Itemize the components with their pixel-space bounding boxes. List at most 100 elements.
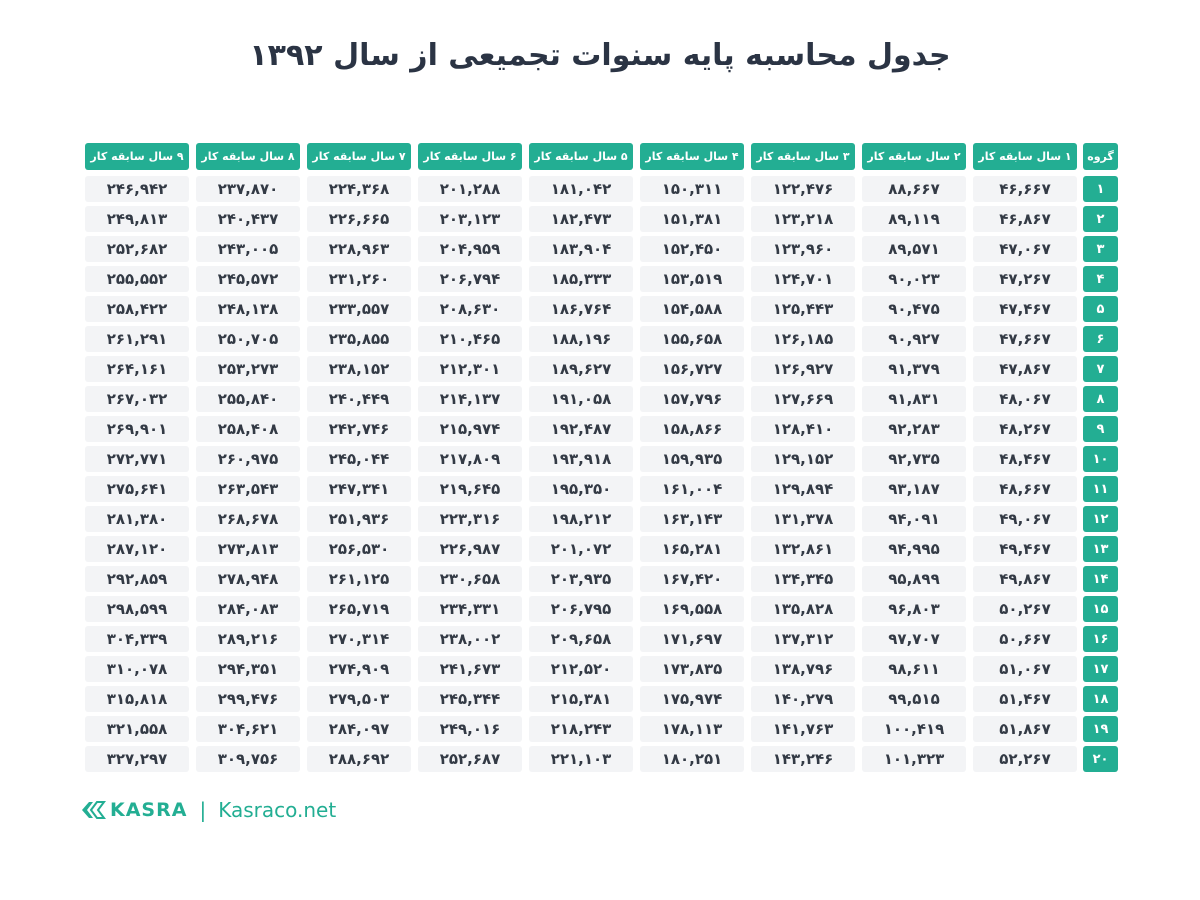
group-number: ۳ [1083, 236, 1118, 262]
value-cell: ۲۰۶,۷۹۵ [529, 596, 633, 622]
website-link[interactable]: Kasraco.net [218, 798, 337, 822]
group-number: ۱۵ [1083, 596, 1118, 622]
value-cell: ۱۹۱,۰۵۸ [529, 386, 633, 412]
value-cell: ۲۲۶,۶۶۵ [307, 206, 411, 232]
value-cell: ۴۸,۲۶۷ [973, 416, 1077, 442]
header-col-7: ۷ سال سابقه کار [307, 143, 411, 170]
value-cell: ۱۲۵,۴۴۳ [751, 296, 855, 322]
value-cell: ۱۵۷,۷۹۶ [640, 386, 744, 412]
value-cell: ۹۵,۸۹۹ [862, 566, 966, 592]
header-col-3: ۳ سال سابقه کار [751, 143, 855, 170]
value-cell: ۲۶۰,۹۷۵ [196, 446, 300, 472]
value-cell: ۲۴۹,۸۱۳ [85, 206, 189, 232]
value-cell: ۱۳۷,۳۱۲ [751, 626, 855, 652]
value-cell: ۲۷۳,۸۱۳ [196, 536, 300, 562]
value-cell: ۴۸,۴۶۷ [973, 446, 1077, 472]
value-cell: ۴۶,۸۶۷ [973, 206, 1077, 232]
value-cell: ۲۰۳,۹۳۵ [529, 566, 633, 592]
value-cell: ۱۵۸,۸۶۶ [640, 416, 744, 442]
value-cell: ۱۸۵,۳۳۳ [529, 266, 633, 292]
value-cell: ۲۵۰,۷۰۵ [196, 326, 300, 352]
value-cell: ۲۴۵,۳۴۴ [418, 686, 522, 712]
value-cell: ۲۸۴,۰۸۳ [196, 596, 300, 622]
page-title: جدول محاسبه پایه سنوات تجمیعی از سال ۱۳۹… [249, 38, 951, 73]
table-row: ۸ ۴۸,۰۶۷ ۹۱,۸۳۱ ۱۲۷,۶۶۹ ۱۵۷,۷۹۶ ۱۹۱,۰۵۸ ۲۱۴,۱۳… [80, 386, 1118, 412]
value-cell: ۲۸۸,۶۹۲ [307, 746, 411, 772]
value-cell: ۹۴,۹۹۵ [862, 536, 966, 562]
value-cell: ۲۷۵,۶۴۱ [85, 476, 189, 502]
header-col-6: ۶ سال سابقه کار [418, 143, 522, 170]
value-cell: ۲۴۵,۰۴۴ [307, 446, 411, 472]
value-cell: ۲۴۰,۴۳۷ [196, 206, 300, 232]
value-cell: ۲۱۵,۹۷۴ [418, 416, 522, 442]
value-cell: ۱۸۳,۹۰۴ [529, 236, 633, 262]
value-cell: ۱۸۰,۲۵۱ [640, 746, 744, 772]
value-cell: ۲۶۱,۱۲۵ [307, 566, 411, 592]
value-cell: ۲۶۴,۱۶۱ [85, 356, 189, 382]
value-cell: ۲۵۸,۴۰۸ [196, 416, 300, 442]
salary-table: گروه ۱ سال سابقه کار ۲ سال سابقه کار ۳ س… [80, 143, 1118, 776]
value-cell: ۳۰۹,۷۵۶ [196, 746, 300, 772]
value-cell: ۵۱,۴۶۷ [973, 686, 1077, 712]
group-number: ۱۲ [1083, 506, 1118, 532]
table-row: ۱۳ ۴۹,۴۶۷ ۹۴,۹۹۵ ۱۳۲,۸۶۱ ۱۶۵,۲۸۱ ۲۰۱,۰۷۲ ۲۲۶,۹… [80, 536, 1118, 562]
table-row: ۱۲ ۴۹,۰۶۷ ۹۴,۰۹۱ ۱۳۱,۳۷۸ ۱۶۳,۱۴۳ ۱۹۸,۲۱۲ ۲۲۳,۳… [80, 506, 1118, 532]
group-number: ۱ [1083, 176, 1118, 202]
header-col-9: ۹ سال سابقه کار [85, 143, 189, 170]
value-cell: ۳۱۵,۸۱۸ [85, 686, 189, 712]
header-col-1: ۱ سال سابقه کار [973, 143, 1077, 170]
value-cell: ۲۱۸,۲۴۳ [529, 716, 633, 742]
value-cell: ۲۸۱,۳۸۰ [85, 506, 189, 532]
header-col-4: ۴ سال سابقه کار [640, 143, 744, 170]
value-cell: ۴۹,۰۶۷ [973, 506, 1077, 532]
value-cell: ۵۱,۸۶۷ [973, 716, 1077, 742]
value-cell: ۲۹۸,۵۹۹ [85, 596, 189, 622]
value-cell: ۲۷۸,۹۴۸ [196, 566, 300, 592]
value-cell: ۱۲۸,۴۱۰ [751, 416, 855, 442]
value-cell: ۲۲۸,۹۶۳ [307, 236, 411, 262]
value-cell: ۲۵۵,۵۵۲ [85, 266, 189, 292]
table-row: ۱ ۴۶,۶۶۷ ۸۸,۶۶۷ ۱۲۲,۴۷۶ ۱۵۰,۳۱۱ ۱۸۱,۰۴۲ ۲۰۱,۲۸… [80, 176, 1118, 202]
group-number: ۱۴ [1083, 566, 1118, 592]
value-cell: ۴۸,۶۶۷ [973, 476, 1077, 502]
header-col-2: ۲ سال سابقه کار [862, 143, 966, 170]
group-number: ۱۷ [1083, 656, 1118, 682]
value-cell: ۳۲۷,۲۹۷ [85, 746, 189, 772]
group-number: ۲۰ [1083, 746, 1118, 772]
value-cell: ۲۹۴,۳۵۱ [196, 656, 300, 682]
value-cell: ۱۳۵,۸۲۸ [751, 596, 855, 622]
value-cell: ۲۷۴,۹۰۹ [307, 656, 411, 682]
value-cell: ۱۳۲,۸۶۱ [751, 536, 855, 562]
value-cell: ۲۴۳,۰۰۵ [196, 236, 300, 262]
value-cell: ۴۷,۲۶۷ [973, 266, 1077, 292]
value-cell: ۲۰۳,۱۲۳ [418, 206, 522, 232]
footer-separator: | [199, 798, 207, 822]
table-row: ۵ ۴۷,۴۶۷ ۹۰,۴۷۵ ۱۲۵,۴۴۳ ۱۵۴,۵۸۸ ۱۸۶,۷۶۴ ۲۰۸,۶۳… [80, 296, 1118, 322]
table-row: ۱۵ ۵۰,۲۶۷ ۹۶,۸۰۳ ۱۳۵,۸۲۸ ۱۶۹,۵۵۸ ۲۰۶,۷۹۵ ۲۳۴,۳… [80, 596, 1118, 622]
value-cell: ۱۶۳,۱۴۳ [640, 506, 744, 532]
value-cell: ۲۱۰,۴۶۵ [418, 326, 522, 352]
table-row: ۲ ۴۶,۸۶۷ ۸۹,۱۱۹ ۱۲۳,۲۱۸ ۱۵۱,۳۸۱ ۱۸۲,۴۷۳ ۲۰۳,۱۲… [80, 206, 1118, 232]
group-number: ۷ [1083, 356, 1118, 382]
value-cell: ۱۵۹,۹۳۵ [640, 446, 744, 472]
table-row: ۴ ۴۷,۲۶۷ ۹۰,۰۲۳ ۱۲۴,۷۰۱ ۱۵۳,۵۱۹ ۱۸۵,۳۳۳ ۲۰۶,۷۹… [80, 266, 1118, 292]
value-cell: ۴۶,۶۶۷ [973, 176, 1077, 202]
table-row: ۹ ۴۸,۲۶۷ ۹۲,۲۸۳ ۱۲۸,۴۱۰ ۱۵۸,۸۶۶ ۱۹۲,۴۸۷ ۲۱۵,۹۷… [80, 416, 1118, 442]
value-cell: ۲۹۹,۴۷۶ [196, 686, 300, 712]
value-cell: ۲۹۲,۸۵۹ [85, 566, 189, 592]
value-cell: ۹۷,۷۰۷ [862, 626, 966, 652]
group-number: ۸ [1083, 386, 1118, 412]
value-cell: ۱۸۲,۴۷۳ [529, 206, 633, 232]
value-cell: ۲۰۶,۷۹۴ [418, 266, 522, 292]
value-cell: ۲۲۴,۳۶۸ [307, 176, 411, 202]
value-cell: ۱۵۴,۵۸۸ [640, 296, 744, 322]
value-cell: ۲۰۱,۲۸۸ [418, 176, 522, 202]
value-cell: ۴۹,۸۶۷ [973, 566, 1077, 592]
value-cell: ۱۲۳,۹۶۰ [751, 236, 855, 262]
value-cell: ۱۶۹,۵۵۸ [640, 596, 744, 622]
value-cell: ۲۴۱,۶۷۳ [418, 656, 522, 682]
value-cell: ۹۴,۰۹۱ [862, 506, 966, 532]
value-cell: ۱۰۰,۴۱۹ [862, 716, 966, 742]
group-number: ۲ [1083, 206, 1118, 232]
value-cell: ۱۵۳,۵۱۹ [640, 266, 744, 292]
